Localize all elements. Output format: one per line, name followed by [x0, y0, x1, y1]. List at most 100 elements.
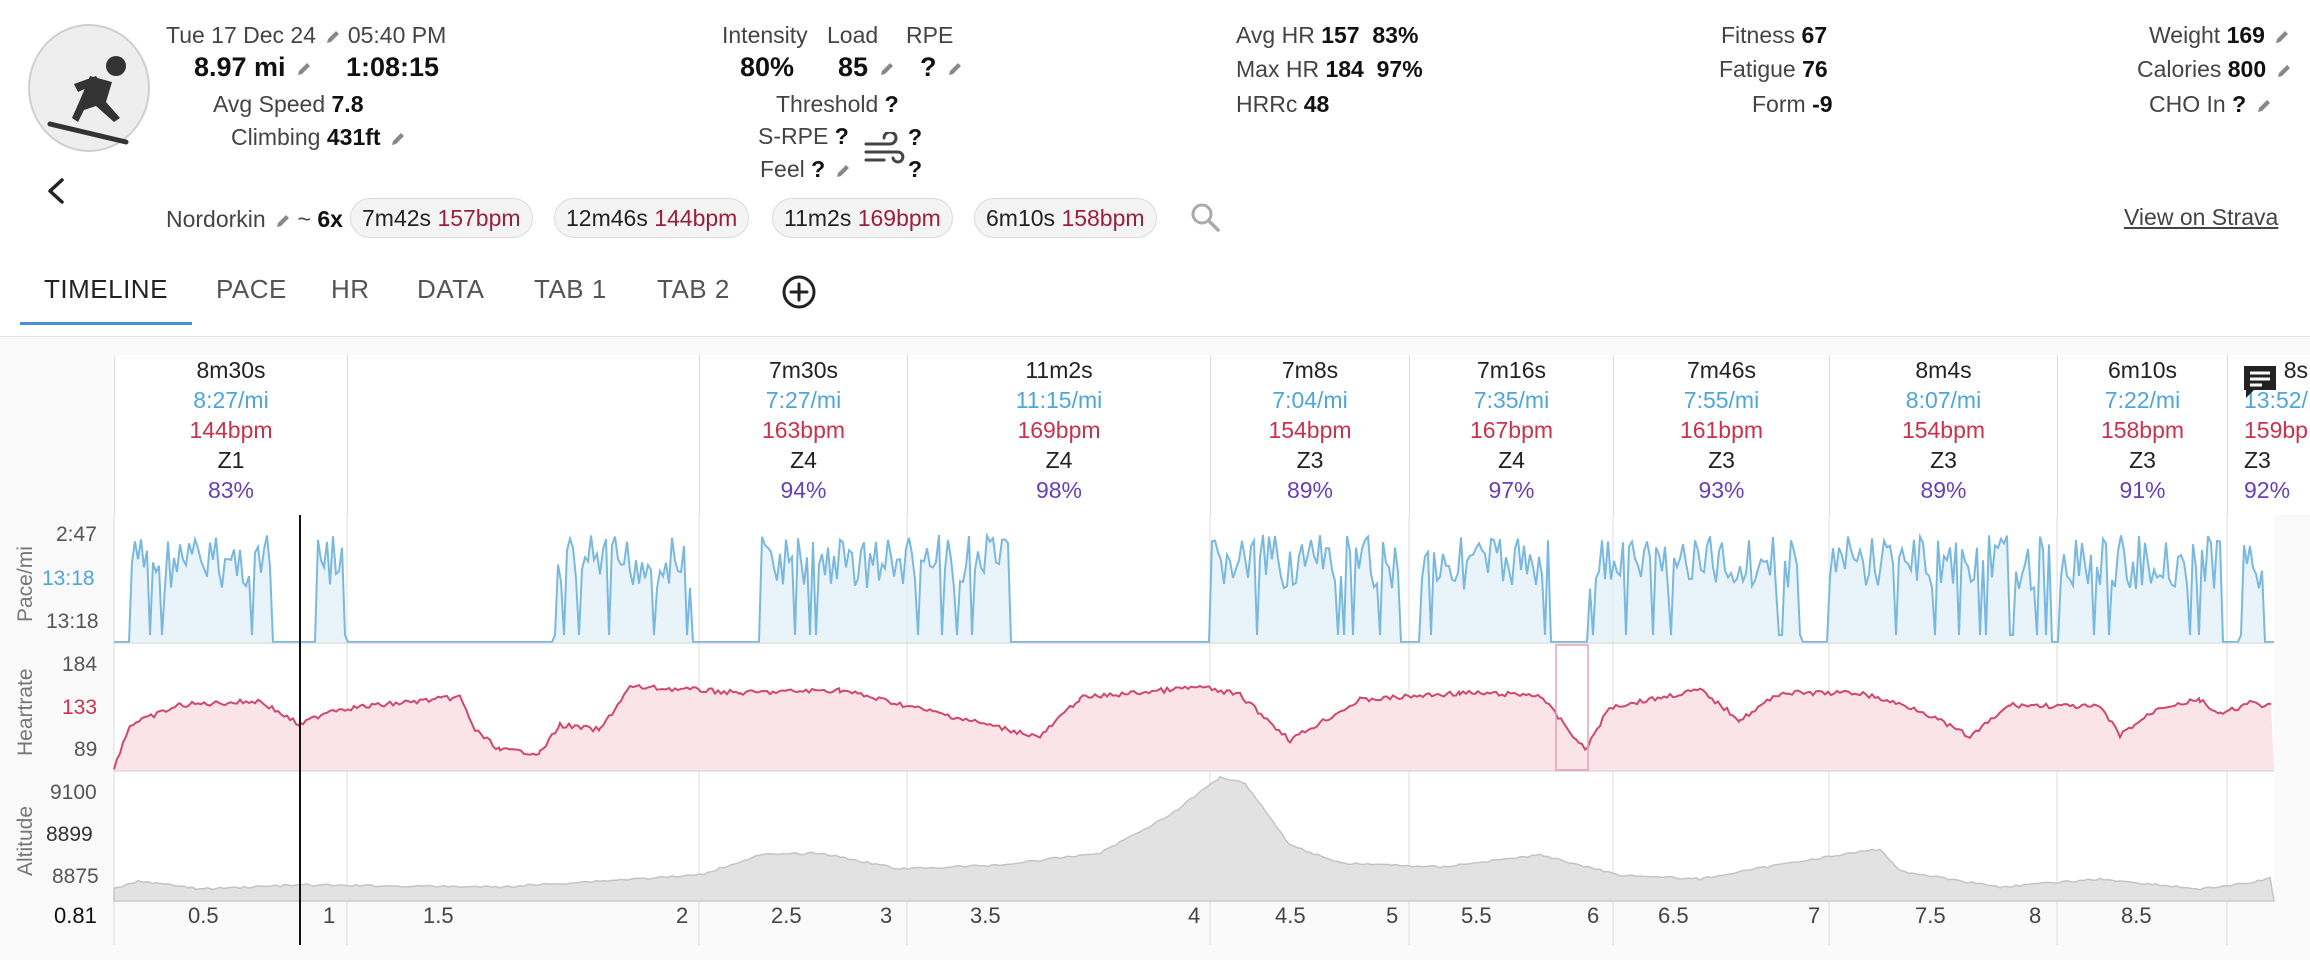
srpe-value[interactable]: ?: [834, 123, 849, 149]
x-tick-label: 4: [1188, 903, 1201, 928]
interval-percent: 89%: [1286, 477, 1334, 503]
comment-icon[interactable]: [2240, 362, 2280, 402]
calories-label: Calories: [2137, 56, 2222, 82]
interval-summary[interactable]: 8s 13:52/ 159bp Z3 92%: [2227, 355, 2310, 515]
avg-speed-value: 7.8: [331, 91, 364, 117]
edit-climbing-pencil-icon[interactable]: [390, 131, 406, 147]
interval-zone: Z3: [2129, 447, 2156, 473]
interval-summary[interactable]: 7m30s 7:27/mi 163bpm Z4 94%: [699, 355, 907, 515]
interval-pace: 7:27/mi: [765, 387, 842, 413]
hr-tick-bottom: 89: [74, 738, 98, 761]
edit-feel-pencil-icon[interactable]: [835, 163, 851, 179]
activity-date: Tue 17 Dec 24: [166, 22, 317, 48]
pace-tick-mid: 13:18: [42, 567, 95, 590]
x-tick-label: 6: [1587, 903, 1600, 928]
x-tick-label: 0.5: [188, 903, 219, 928]
threshold-value[interactable]: ?: [884, 91, 899, 117]
interval-hr: 159bp: [2244, 417, 2308, 443]
interval-percent: 93%: [1698, 477, 1745, 503]
interval-duration: 8m4s: [1915, 357, 1972, 383]
tab-timeline[interactable]: TIMELINE: [44, 274, 168, 304]
interval-pace: 7:55/mi: [1683, 387, 1760, 413]
edit-distance-pencil-icon[interactable]: [296, 61, 312, 77]
tab-2[interactable]: TAB 2: [657, 274, 730, 304]
interval-rest: [347, 355, 699, 515]
interval-hr: 158bpm: [2100, 417, 2185, 443]
tab-pace[interactable]: PACE: [216, 274, 287, 304]
interval-hr: 167bpm: [1469, 417, 1554, 443]
interval-zone: Z4: [1498, 447, 1525, 473]
interval-zone: Z1: [217, 447, 245, 473]
interval-summary[interactable]: 8m4s 8:07/mi 154bpm Z3 89%: [1829, 355, 2057, 515]
rpe-label: RPE: [906, 22, 954, 48]
interval-summary[interactable]: 7m16s 7:35/mi 167bpm Z4 97%: [1409, 355, 1613, 515]
interval-pace: 11:15/mi: [1015, 387, 1103, 413]
edit-name-pencil-icon[interactable]: [275, 213, 291, 229]
feel-label: Feel: [760, 156, 805, 182]
interval-percent: 98%: [1035, 477, 1083, 503]
interval-chip[interactable]: 6m10s 158bpm: [974, 198, 1157, 238]
interval-percent: 91%: [2119, 477, 2166, 503]
edit-calories-pencil-icon[interactable]: [2276, 63, 2292, 79]
feel-value[interactable]: ?: [811, 156, 826, 182]
interval-pace: 7:22/mi: [2104, 387, 2181, 413]
timeline-plot[interactable]: [0, 515, 2310, 960]
threshold-label: Threshold: [776, 91, 879, 117]
hr-tick-mid: 133: [62, 696, 98, 719]
interval-duration: 8m30s: [196, 357, 266, 383]
interval-summary[interactable]: 6m10s 7:22/mi 158bpm Z3 91%: [2057, 355, 2227, 515]
cho-value[interactable]: ?: [2232, 91, 2247, 117]
add-tab-icon[interactable]: [781, 274, 817, 310]
avg-hr-value: 157: [1321, 22, 1360, 48]
fatigue-label: Fatigue: [1719, 56, 1796, 82]
tab-hr[interactable]: HR: [331, 274, 370, 304]
skiing-icon: [47, 56, 129, 145]
interval-pace: 7:35/mi: [1473, 387, 1550, 413]
x-tick-label: 5: [1386, 903, 1399, 928]
interval-duration: 7m8s: [1281, 357, 1339, 383]
edit-rpe-pencil-icon[interactable]: [947, 61, 963, 77]
interval-chip[interactable]: 11m2s 169bpm: [772, 198, 953, 238]
form-label: Form: [1752, 91, 1806, 117]
intensity-label: Intensity: [722, 22, 808, 48]
interval-percent: 89%: [1920, 477, 1967, 503]
interval-summary[interactable]: 8m30s 8:27/mi 144bpm Z1 83%: [114, 355, 347, 515]
edit-cho-pencil-icon[interactable]: [2256, 98, 2272, 114]
activity-time: 05:40 PM: [347, 22, 447, 48]
interval-zone: Z3: [1930, 447, 1957, 473]
edit-date-pencil-icon[interactable]: [325, 29, 341, 45]
interval-pace: 13:52/: [2244, 387, 2308, 413]
tab-data[interactable]: DATA: [417, 274, 485, 304]
name-tilde: ~: [297, 206, 311, 232]
wind-icon: [864, 132, 905, 164]
interval-summary[interactable]: 11m2s 11:15/mi 169bpm Z4 98%: [907, 355, 1210, 515]
interval-duration: 7m46s: [1686, 357, 1757, 383]
chip-time: 7m42s: [362, 205, 432, 231]
activity-name[interactable]: Nordorkin: [166, 206, 266, 232]
edit-load-pencil-icon[interactable]: [879, 61, 895, 77]
interval-zone: Z3: [1296, 447, 1324, 473]
interval-pace: 7:04/mi: [1272, 387, 1348, 413]
search-icon[interactable]: [1190, 202, 1220, 232]
x-tick-label: 2: [676, 903, 689, 928]
back-chevron-icon[interactable]: [44, 176, 68, 206]
chip-bpm: 158bpm: [1061, 205, 1145, 231]
load-label: Load: [827, 22, 879, 48]
edit-weight-pencil-icon[interactable]: [2274, 29, 2290, 45]
interval-summary[interactable]: 7m8s 7:04/mi 154bpm Z3 89%: [1210, 355, 1409, 515]
tab-1[interactable]: TAB 1: [534, 274, 607, 304]
pace-area: [114, 535, 2274, 642]
interval-summary[interactable]: 7m46s 7:55/mi 161bpm Z3 93%: [1613, 355, 1829, 515]
avg-hr-percent: 83%: [1372, 22, 1419, 48]
hr-tick-top: 184: [62, 653, 98, 676]
chip-bpm: 144bpm: [654, 205, 738, 231]
interval-chip[interactable]: 7m42s 157bpm: [350, 198, 533, 238]
interval-chip[interactable]: 12m46s 144bpm: [554, 198, 750, 238]
interval-zone: Z3: [2244, 447, 2271, 473]
hr-line: [113, 684, 2272, 770]
fatigue-value: 76: [1802, 56, 1828, 82]
hr-selection-box[interactable]: [1555, 644, 1589, 771]
interval-zone: Z3: [1708, 447, 1735, 473]
rpe-value[interactable]: ?: [920, 52, 937, 82]
view-on-strava-link[interactable]: View on Strava: [2124, 204, 2279, 230]
